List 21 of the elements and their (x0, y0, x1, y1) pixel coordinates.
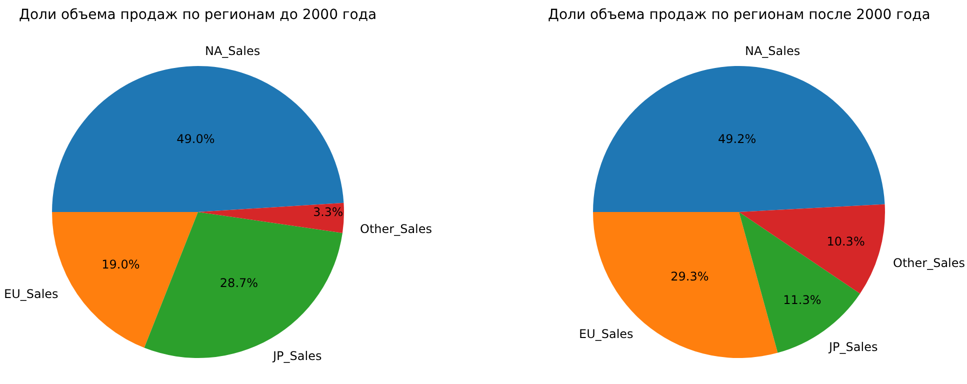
slice-label: JP_Sales (828, 340, 878, 354)
slice-label: Other_Sales (360, 222, 432, 236)
data-label: 10.3% (826, 234, 865, 249)
data-label: 3.3% (313, 204, 344, 219)
pie-slice (198, 202, 344, 234)
slice-label: JP_Sales (272, 349, 322, 363)
chart-title: Доли объема продаж по регионам до 2000 года (19, 7, 377, 23)
slice-label: NA_Sales (745, 44, 800, 58)
data-label: 28.7% (220, 276, 258, 290)
chart-title: Доли объема продаж по регионам после 2000 года (548, 7, 930, 23)
data-label: 11.3% (783, 293, 822, 308)
slice-label: EU_Sales (579, 327, 634, 341)
data-label: 19.0% (102, 258, 140, 272)
slice-label: EU_Sales (4, 287, 58, 301)
pie-slice (593, 66, 885, 212)
pie-slice (739, 204, 885, 294)
slice-label: NA_Sales (205, 44, 260, 58)
data-label: 49.0% (176, 132, 215, 146)
slice-label: Other_Sales (893, 256, 966, 270)
data-label: 29.3% (670, 270, 709, 284)
data-label: 49.2% (718, 132, 756, 146)
